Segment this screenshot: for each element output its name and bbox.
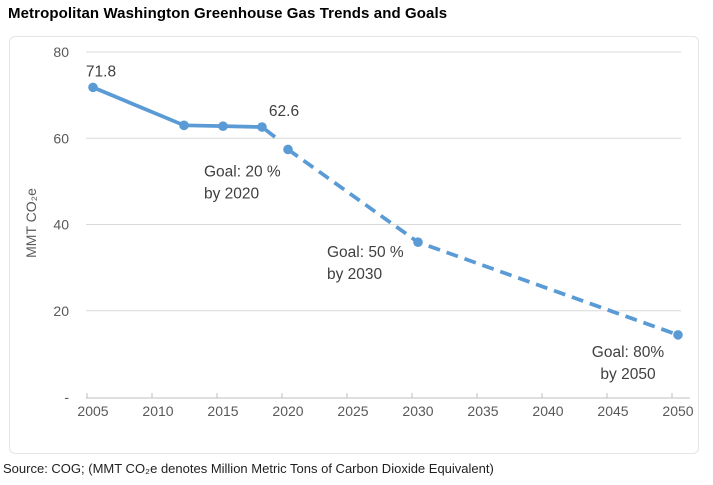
data-point-marker <box>218 121 228 131</box>
x-tick-label: 2040 <box>532 403 563 419</box>
source-note: Source: COG; (MMT CO₂e denotes Million M… <box>3 461 494 476</box>
goal-annotation: Goal: 20 % <box>204 163 281 180</box>
goal-annotation: Goal: 80% <box>592 344 665 361</box>
x-tick-label: 2010 <box>142 403 173 419</box>
chart-title: Metropolitan Washington Greenhouse Gas T… <box>8 5 448 22</box>
goal-series-line <box>286 147 679 337</box>
y-axis-title: MMT CO₂e <box>23 188 39 258</box>
goal-annotation: by 2050 <box>600 366 656 383</box>
y-tick-label: 60 <box>53 130 69 146</box>
goal-annotation: by 2020 <box>204 185 260 202</box>
y-tick-label: 40 <box>53 217 69 233</box>
x-tick-label: 2030 <box>402 403 433 419</box>
x-tick-label: 2035 <box>467 403 498 419</box>
x-tick-label: 2045 <box>597 403 628 419</box>
chart-frame: -20 40 60 80 2005 2010 2015 2020 2025 2030 2035 204… <box>9 36 699 454</box>
data-point-marker <box>88 82 98 93</box>
x-tick-label: 2005 <box>77 403 108 419</box>
data-point-marker <box>257 122 267 132</box>
x-tick-label: 2020 <box>272 403 303 419</box>
data-point-marker <box>283 144 293 155</box>
y-tick-label: - <box>64 389 69 405</box>
y-tick-label: 20 <box>53 303 69 319</box>
data-point-marker <box>673 330 683 340</box>
goal-annotation: by 2030 <box>327 266 383 283</box>
x-tick-label: 2025 <box>337 403 368 419</box>
y-tick-label: 80 <box>53 44 69 60</box>
x-tick-label: 2050 <box>662 403 693 419</box>
data-point-marker <box>179 120 189 131</box>
data-label: 71.8 <box>86 63 116 80</box>
data-label: 62.6 <box>269 103 299 120</box>
data-point-marker <box>413 237 423 247</box>
x-tick-label: 2015 <box>207 403 238 419</box>
goal-annotation: Goal: 50 % <box>327 244 404 261</box>
